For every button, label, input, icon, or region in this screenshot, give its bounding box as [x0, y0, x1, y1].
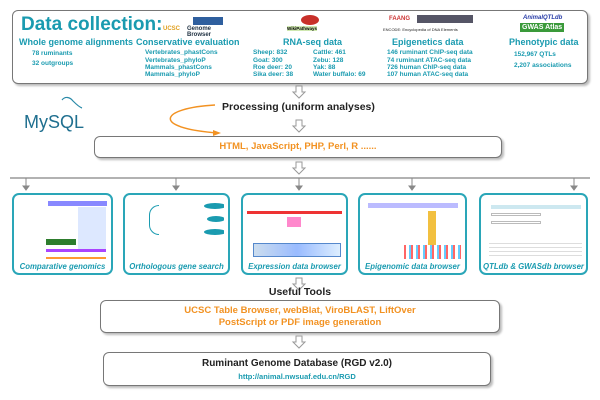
col-conservation: Conservative evaluation Vertebrates_phas…: [136, 37, 240, 79]
arrow-down-icon: [291, 277, 307, 291]
qtldb-logo: AnimalQTLdb GWAS Atlas: [520, 15, 565, 32]
ucsc-logo: UCSC Genome Browser: [153, 17, 235, 38]
col-wga: Whole genome alignments 78 ruminants 32 …: [19, 37, 134, 68]
tools-line-2: PostScript or PDF image generation: [218, 317, 382, 328]
wikipathways-logo: WikiPathways: [275, 15, 335, 33]
rgd-title: Ruminant Genome Database (RGD v2.0): [201, 358, 393, 369]
panel-expression-browser[interactable]: Expression data browser: [241, 193, 348, 275]
tools-box: UCSC Table Browser, webBlat, ViroBLAST, …: [100, 300, 500, 333]
panel-qtldb-gwasdb-browser[interactable]: QTLdb & GWASdb browser: [479, 193, 588, 275]
col-phenotypic: Phenotypic data 152,967 QTLs 2,207 assoc…: [509, 37, 579, 70]
panel-caption: QTLdb & GWASdb browser: [483, 262, 584, 271]
data-collection-title: Data collection:: [21, 14, 163, 35]
arrow-down-icon: [291, 335, 307, 349]
dolphin-icon: [61, 96, 83, 109]
tech-stack-box: HTML, JavaScript, PHP, Perl, R ......: [94, 136, 502, 158]
arrow-down-icon: [291, 119, 307, 133]
data-collection-box: Data collection: UCSC Genome Browser Wik…: [12, 10, 588, 84]
rgd-url-link[interactable]: http://animal.nwsuaf.edu.cn/RGD: [238, 372, 356, 381]
useful-tools-title: Useful Tools: [268, 286, 332, 298]
col-rnaseq: RNA-seq data Sheep: 832 Cattle: 461 Goat:…: [253, 37, 366, 79]
panel-caption: Epigenomic data browser: [365, 262, 460, 271]
panel-epigenomic-browser[interactable]: Epigenomic data browser: [358, 193, 467, 275]
panel-orthologous-search[interactable]: Orthologous gene search: [123, 193, 230, 275]
orange-curve-arrow: [169, 104, 219, 134]
arrow-down-icon: [291, 85, 307, 99]
processing-label: Processing (uniform analyses): [222, 101, 375, 113]
rgd-box: Ruminant Genome Database (RGD v2.0) http…: [103, 352, 491, 386]
panel-caption: Comparative genomics: [19, 262, 106, 271]
panel-comparative-genomics[interactable]: Comparative genomics: [12, 193, 113, 275]
encode-faang-logo: FAANG ENCODE: Encyclopedia of DNA Elemen…: [383, 15, 493, 35]
panel-caption: Orthologous gene search: [129, 262, 224, 271]
col-epigenetics: Epigenetics data 146 ruminant ChIP-seq d…: [387, 37, 473, 79]
panel-caption: Expression data browser: [248, 262, 341, 271]
arrow-down-icon: [291, 161, 307, 175]
mysql-logo: MySQL: [24, 112, 85, 132]
tools-line-1: UCSC Table Browser, webBlat, ViroBLAST, …: [184, 305, 416, 316]
